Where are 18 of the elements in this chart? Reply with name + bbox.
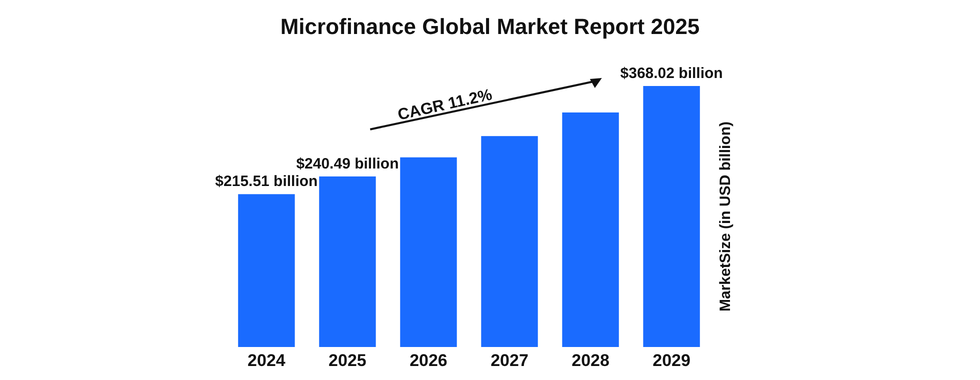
x-tick-label: 2029: [652, 351, 690, 370]
data-label: $215.51 billion: [215, 173, 318, 190]
bar: [562, 112, 619, 347]
x-tick-label: 2026: [410, 351, 448, 370]
annotation: CAGR 11.2%: [396, 86, 494, 124]
data-label: $368.02 billion: [620, 65, 723, 82]
chart-title: Microfinance Global Market Report 2025: [280, 14, 700, 39]
bar: [319, 176, 376, 347]
bar: [481, 136, 538, 347]
x-tick-label: 2028: [572, 351, 610, 370]
bar: [643, 86, 700, 347]
data-label: $240.49 billion: [296, 155, 399, 172]
bar: [238, 194, 295, 347]
x-tick-label: 2024: [248, 351, 286, 370]
y-axis-title: MarketSize (in USD billion): [717, 121, 734, 312]
x-tick-label: 2027: [490, 351, 528, 370]
x-tick-label: 2025: [328, 351, 366, 370]
bar: [400, 157, 457, 347]
